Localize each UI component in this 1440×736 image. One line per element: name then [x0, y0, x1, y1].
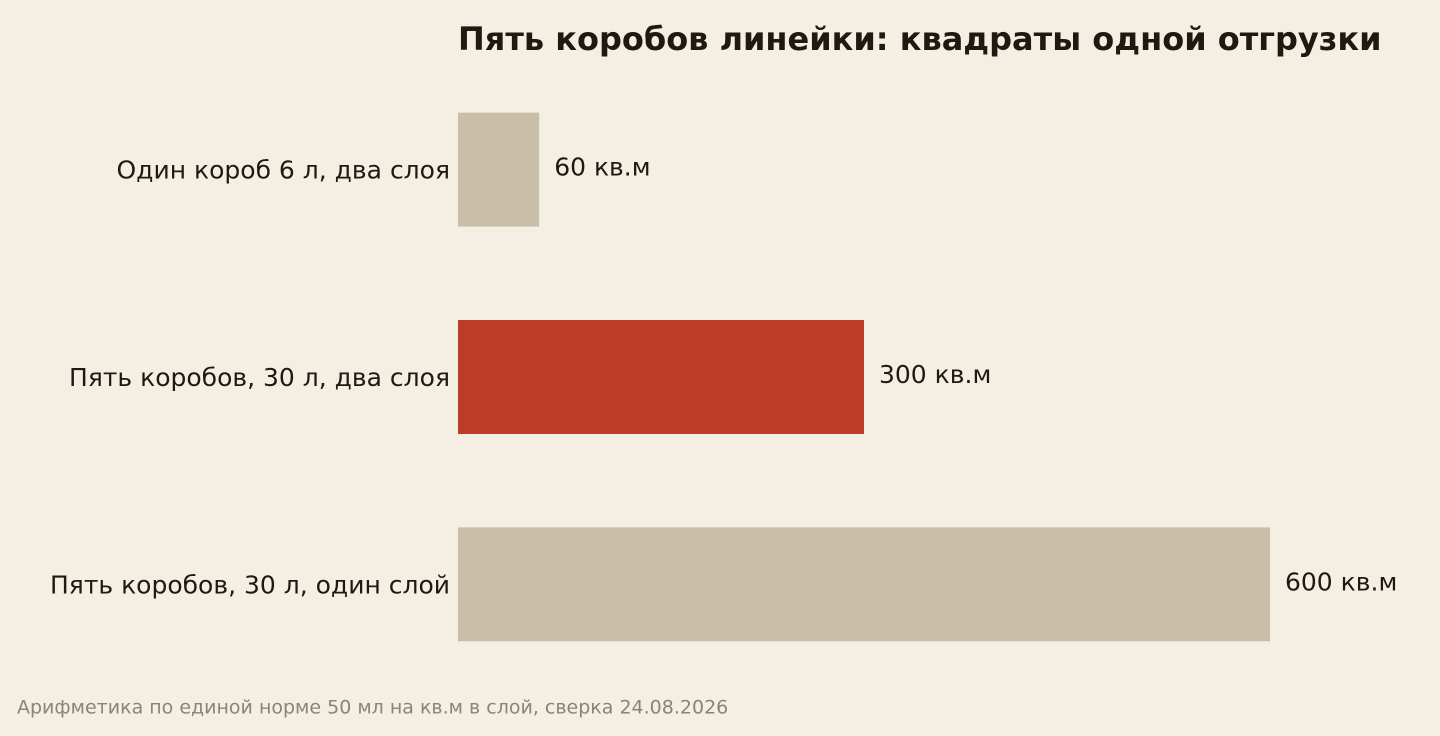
- footnote: Арифметика по единой норме 50 мл на кв.м…: [17, 697, 728, 719]
- value-label: 60 кв.м: [554, 153, 650, 182]
- value-label: 300 кв.м: [879, 360, 991, 389]
- bar: [458, 320, 864, 434]
- bar: [458, 527, 1270, 642]
- value-label: 600 кв.м: [1285, 567, 1397, 596]
- category-label: Пять коробов, 30 л, два слоя: [69, 363, 450, 392]
- bar: [458, 112, 540, 227]
- category-label: Один короб 6 л, два слоя: [117, 156, 451, 185]
- chart-title: Пять коробов линейки: квадраты одной отг…: [458, 20, 1382, 58]
- category-label: Пять коробов, 30 л, один слой: [50, 570, 450, 599]
